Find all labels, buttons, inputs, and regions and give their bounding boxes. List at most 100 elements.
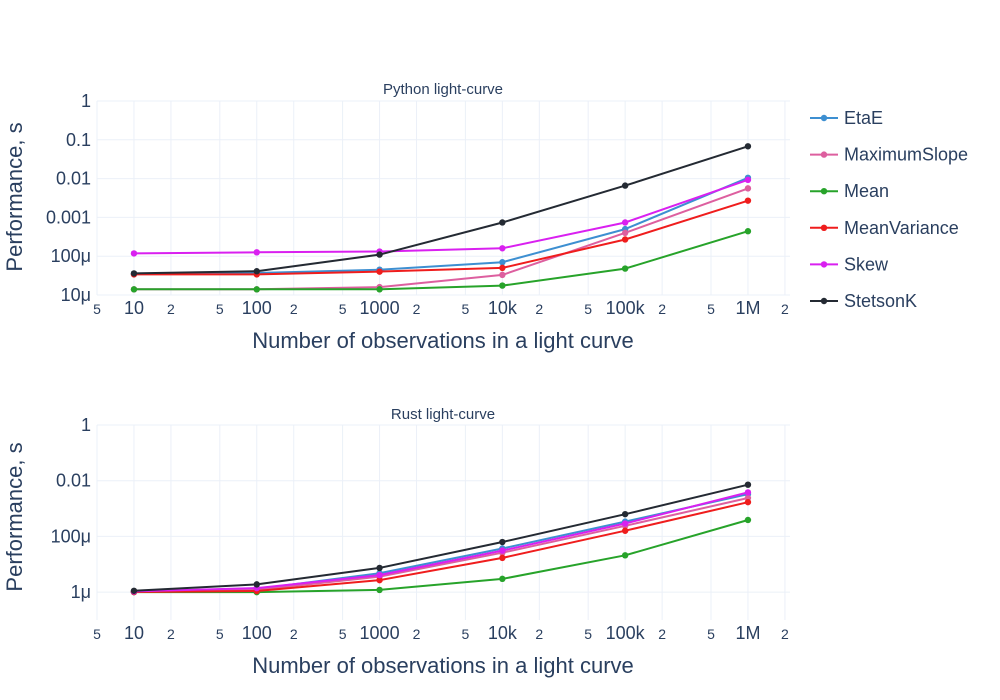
legend-item-stetsonk[interactable]: StetsonK <box>810 291 917 311</box>
python-x-tick-label: 5 <box>707 301 715 317</box>
rust-x-tick-label: 10k <box>488 623 518 643</box>
rust-x-tick-label: 1M <box>735 623 760 643</box>
rust-x-tick-label: 10 <box>124 623 144 643</box>
python-series-stetsonk-point <box>376 251 383 258</box>
rust-x-tick-label: 2 <box>167 626 175 642</box>
rust-series-skew-point <box>499 547 506 554</box>
legend-marker-swatch <box>820 261 828 268</box>
python-series-mean-point <box>744 228 752 235</box>
python-series-maximumslope-point <box>621 229 629 237</box>
python-tick-labels: 5 10 2 5 100 2 5 1000 2 5 10k 2 5 100k 2 5 1M 2 10μ 100μ 0.0… <box>46 91 789 318</box>
python-series-maximumslope-point <box>499 271 506 279</box>
rust-y-tick-label: 0.01 <box>56 471 91 491</box>
legend-item-mean[interactable]: Mean <box>810 181 889 201</box>
rust-series-stetsonk-point <box>376 564 383 572</box>
python-panel: Python light-curve 5 10 2 5 100 2 5 1000 2 5 10k 2 5… <box>2 81 790 353</box>
rust-x-tick-label: 5 <box>216 626 224 642</box>
python-series-etae-point <box>499 259 506 266</box>
rust-series-meanvariance-point <box>744 498 752 506</box>
rust-series-meanvariance-point <box>499 554 506 562</box>
python-x-tick-label: 10 <box>124 298 144 318</box>
rust-y-tick-label: 1μ <box>71 582 91 602</box>
rust-series-mean-point <box>744 516 752 524</box>
rust-x-axis-title: Number of observations in a light curve <box>252 653 634 678</box>
rust-series-skew-point <box>744 489 752 496</box>
python-series-meanvariance-point <box>744 197 752 204</box>
rust-tick-labels: 5 10 2 5 100 2 5 1000 2 5 10k 2 5 100k 2 5 1M 2 1μ 100μ 0.01… <box>51 415 789 643</box>
legend-item-maximumslope[interactable]: MaximumSlope <box>810 145 968 165</box>
python-y-tick-label: 0.01 <box>56 169 91 189</box>
rust-x-tick-label: 2 <box>658 626 666 642</box>
rust-x-tick-label: 2 <box>535 626 543 642</box>
rust-series-stetsonk-point <box>621 510 629 518</box>
python-x-tick-label: 2 <box>781 301 789 317</box>
python-x-tick-label: 5 <box>216 301 224 317</box>
rust-series-mean-point <box>621 552 629 559</box>
rust-series-stetsonk-point <box>253 581 260 588</box>
rust-panel: Rust light-curve 5 10 2 5 100 2 5 1000 2 5 10k 2 5 10… <box>2 406 790 678</box>
rust-x-tick-label: 2 <box>290 626 298 642</box>
legend-marker-swatch <box>820 114 828 122</box>
python-series-meanvariance-point <box>499 264 506 272</box>
python-series-stetsonk-point <box>744 143 752 150</box>
rust-series-mean-point <box>376 586 383 594</box>
rust-series-skew-line <box>133 491 749 593</box>
rust-series-stetsonk-line <box>133 483 749 592</box>
python-series-meanvariance-point <box>376 268 383 275</box>
legend-label: MeanVariance <box>844 218 959 238</box>
python-series-stetsonk-point <box>253 268 260 275</box>
rust-y-tick-label: 1 <box>81 415 91 435</box>
python-series-skew-point <box>253 249 260 256</box>
python-x-tick-label: 5 <box>461 301 469 317</box>
rust-x-tick-label: 5 <box>461 626 469 642</box>
python-series <box>130 143 752 293</box>
rust-y-axis-title: Performance, s <box>2 442 27 591</box>
legend-label: EtaE <box>844 108 883 128</box>
legend-marker-swatch <box>820 297 828 305</box>
rust-series-meanvariance-line <box>133 501 749 593</box>
legend-item-etae[interactable]: EtaE <box>810 108 883 128</box>
python-series-skew-point <box>130 250 138 257</box>
rust-x-tick-label: 2 <box>413 626 421 642</box>
python-x-tick-label: 2 <box>535 301 543 317</box>
rust-series-stetsonk-point <box>130 587 138 594</box>
legend: EtaE MaximumSlope Mean MeanVariance Skew Stet… <box>810 108 968 311</box>
python-series-mean-point <box>621 265 629 272</box>
python-series-stetsonk-line <box>133 145 749 275</box>
python-x-tick-label: 1M <box>735 298 760 318</box>
legend-item-meanvariance[interactable]: MeanVariance <box>810 218 959 238</box>
python-x-tick-label: 5 <box>584 301 592 317</box>
python-series-mean-point <box>253 286 260 293</box>
python-series-etae-line <box>133 176 749 275</box>
rust-series-etae-line <box>133 493 749 593</box>
legend-label: Skew <box>844 254 889 274</box>
python-series-meanvariance-line <box>134 199 749 276</box>
rust-series <box>130 481 752 596</box>
rust-series-maximumslope-line <box>133 497 749 593</box>
python-series-stetsonk-point <box>621 182 629 189</box>
python-y-axis-title: Performance, s <box>2 122 27 271</box>
rust-panel-title: Rust light-curve <box>391 406 495 423</box>
legend-item-skew[interactable]: Skew <box>810 254 889 274</box>
python-series-mean-point <box>376 286 383 293</box>
python-x-tick-label: 100 <box>242 298 272 318</box>
python-y-tick-label: 0.1 <box>66 130 91 150</box>
rust-x-tick-label: 5 <box>339 626 347 642</box>
python-x-tick-label: 2 <box>658 301 666 317</box>
rust-series-meanvariance-point <box>621 527 629 534</box>
python-series-stetsonk-point <box>130 270 138 277</box>
python-panel-title: Python light-curve <box>383 81 503 98</box>
python-x-tick-label: 1000 <box>360 298 400 318</box>
python-x-tick-label: 5 <box>93 301 101 317</box>
python-series-mean-point <box>130 286 138 293</box>
python-x-tick-label: 10k <box>488 298 518 318</box>
rust-y-tick-label: 100μ <box>51 526 91 546</box>
python-y-tick-label: 0.001 <box>46 207 91 227</box>
python-x-tick-label: 2 <box>290 301 298 317</box>
python-y-tick-label: 100μ <box>51 246 91 266</box>
rust-x-tick-label: 1000 <box>360 623 400 643</box>
python-x-tick-label: 2 <box>413 301 421 317</box>
python-series-mean-point <box>499 282 506 289</box>
rust-series-skew-point <box>621 520 629 527</box>
